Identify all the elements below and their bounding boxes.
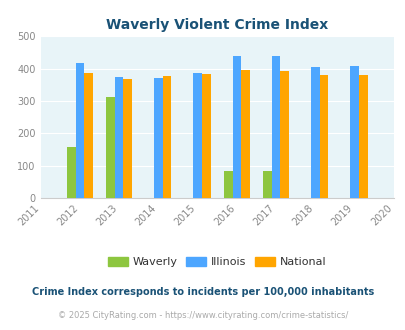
Bar — [115, 77, 123, 198]
Bar — [123, 79, 132, 198]
Bar — [67, 147, 75, 198]
Bar — [319, 75, 328, 198]
Bar — [350, 66, 358, 198]
Bar — [193, 74, 201, 198]
Bar — [153, 78, 162, 198]
Bar — [241, 70, 249, 198]
Bar — [162, 76, 171, 198]
Legend: Waverly, Illinois, National: Waverly, Illinois, National — [103, 252, 330, 272]
Bar — [358, 76, 367, 198]
Bar — [106, 97, 115, 198]
Bar — [201, 74, 210, 198]
Title: Waverly Violent Crime Index: Waverly Violent Crime Index — [106, 18, 328, 32]
Bar — [232, 56, 241, 198]
Text: Crime Index corresponds to incidents per 100,000 inhabitants: Crime Index corresponds to incidents per… — [32, 287, 373, 297]
Bar — [280, 71, 288, 198]
Bar — [223, 171, 232, 198]
Bar — [75, 63, 84, 198]
Bar — [84, 73, 93, 198]
Bar — [262, 171, 271, 198]
Text: © 2025 CityRating.com - https://www.cityrating.com/crime-statistics/: © 2025 CityRating.com - https://www.city… — [58, 311, 347, 320]
Bar — [271, 56, 280, 198]
Bar — [310, 67, 319, 198]
